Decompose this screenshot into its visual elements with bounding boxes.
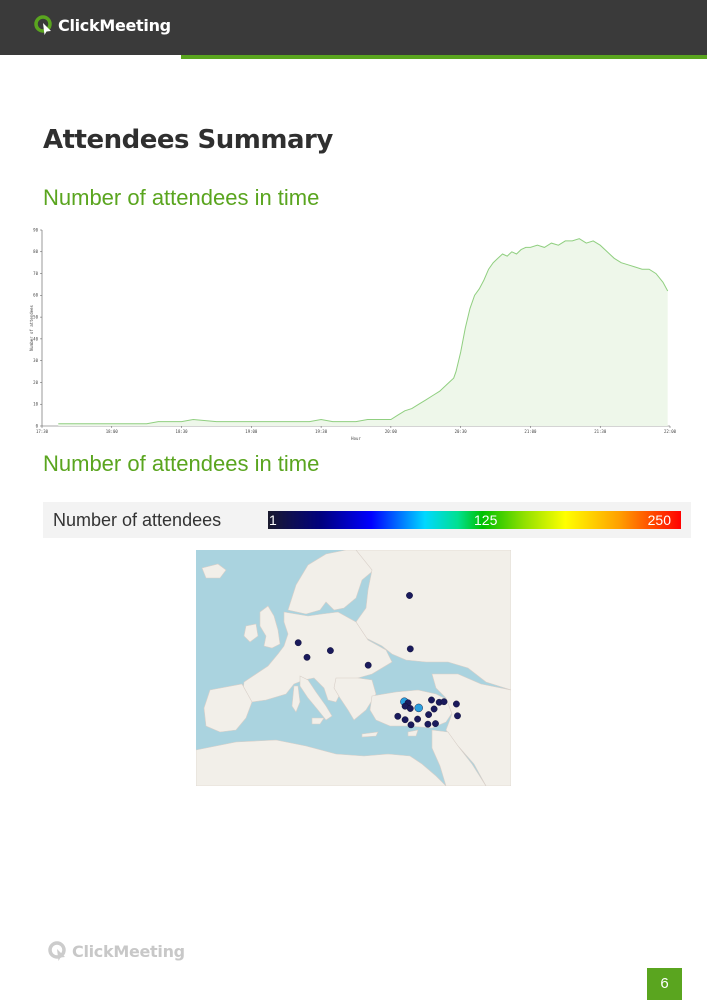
y-tick-label: 0 (36, 423, 39, 428)
legend-label: Number of attendees (53, 510, 222, 530)
attendee-location-dot (326, 647, 334, 655)
attendee-location-dot (452, 700, 460, 708)
footer-logo: ClickMeeting (48, 940, 185, 962)
x-tick-label: 21:00 (524, 429, 537, 434)
europe-map (196, 550, 511, 786)
x-tick-label: 17:30 (36, 429, 49, 434)
attendee-location-dot (364, 661, 372, 669)
attendee-location-dot (454, 712, 461, 720)
x-tick-label: 20:30 (455, 429, 468, 434)
land-caucasus-iran (431, 673, 511, 786)
attendee-location-dot (406, 645, 414, 653)
clickmeeting-logo-icon (34, 15, 52, 35)
attendee-dots (294, 592, 461, 729)
land-great-britain (259, 605, 281, 649)
attendee-location-dot (424, 720, 432, 728)
y-tick-label: 70 (33, 271, 38, 276)
x-tick-label: 18:00 (106, 429, 119, 434)
attendees-area-chart: 0 10 20 30 40 50 60 70 80 90 17:30 18:00 18:30 19:00 1… (29, 227, 677, 441)
series-line (58, 238, 669, 425)
land-scandinavia (287, 550, 377, 615)
attendee-location-dot (401, 716, 409, 724)
land-continental-europe (241, 611, 393, 703)
y-tick-label: 60 (33, 293, 38, 298)
y-tick-label: 40 (33, 336, 38, 341)
attendee-location-dot (432, 720, 439, 728)
clickmeeting-logo: ClickMeeting (34, 14, 171, 36)
y-tick-label: 80 (33, 249, 38, 254)
map-land (196, 550, 511, 786)
land-cyprus (407, 729, 419, 737)
footer-brand-name: ClickMeeting (72, 941, 185, 961)
attendee-location-dot (394, 712, 402, 720)
scale-mid-label: 125 (474, 512, 498, 528)
land-iceland (201, 563, 227, 579)
header: ClickMeeting (0, 0, 707, 55)
color-scale-bar: 1 125 250 (268, 511, 681, 529)
land-sicily (311, 717, 325, 725)
attendee-location-dot (303, 653, 311, 661)
land-balkans (333, 677, 377, 721)
land-crete (361, 731, 379, 738)
land-finland-russia (355, 550, 511, 691)
x-axis-label: Hour (351, 436, 361, 441)
attendee-location-dot (407, 721, 415, 729)
attendees-time-chart: 0 10 20 30 40 50 60 70 80 90 17:30 18:00 18:30 19:00 1… (28, 222, 684, 444)
x-tick-label: 22:00 (664, 429, 677, 434)
page-title: Attendees Summary (43, 125, 333, 155)
section-title-map: Number of attendees in time (43, 451, 320, 476)
section-title-time-chart: Number of attendees in time (43, 185, 320, 210)
y-axis-label: Number of attendees (29, 305, 34, 351)
x-tick-label: 19:00 (245, 429, 258, 434)
scale-min-label: 1 (269, 512, 277, 528)
x-tick-label: 18:30 (176, 429, 189, 434)
land-middle-east (431, 729, 487, 786)
land-ireland (243, 623, 259, 643)
attendee-location-dot (294, 639, 302, 647)
land-iberia (203, 683, 253, 733)
y-tick-label: 50 (33, 315, 38, 320)
land-italy (299, 675, 333, 721)
map-legend: Number of attendees 1 125 250 (43, 502, 691, 538)
x-tick-label: 20:00 (385, 429, 398, 434)
scale-max-label: 250 (647, 512, 671, 528)
land-sardinia-corsica (291, 685, 301, 713)
header-accent-bar (181, 55, 707, 59)
x-tick-label: 21:30 (594, 429, 607, 434)
y-tick-label: 90 (33, 227, 38, 232)
attendee-location-dot (414, 715, 422, 723)
attendee-location-dot (406, 592, 413, 599)
y-tick-label: 30 (33, 358, 38, 363)
attendee-location-dot (414, 703, 423, 713)
attendee-location-dot (430, 705, 438, 713)
attendee-location-dot (428, 696, 435, 704)
x-tick-label: 19:30 (315, 429, 328, 434)
y-tick-label: 20 (33, 380, 38, 385)
footer-logo-icon (48, 941, 66, 961)
series-area (58, 238, 668, 426)
brand-name: ClickMeeting (58, 15, 171, 35)
attendee-location-dot (425, 711, 433, 719)
attendee-location-dot (406, 705, 414, 712)
land-north-africa (196, 739, 447, 786)
y-tick-label: 10 (33, 402, 38, 407)
page-number: 6 (647, 968, 682, 1000)
attendee-location-dot (440, 698, 448, 706)
attendees-map (196, 550, 511, 786)
